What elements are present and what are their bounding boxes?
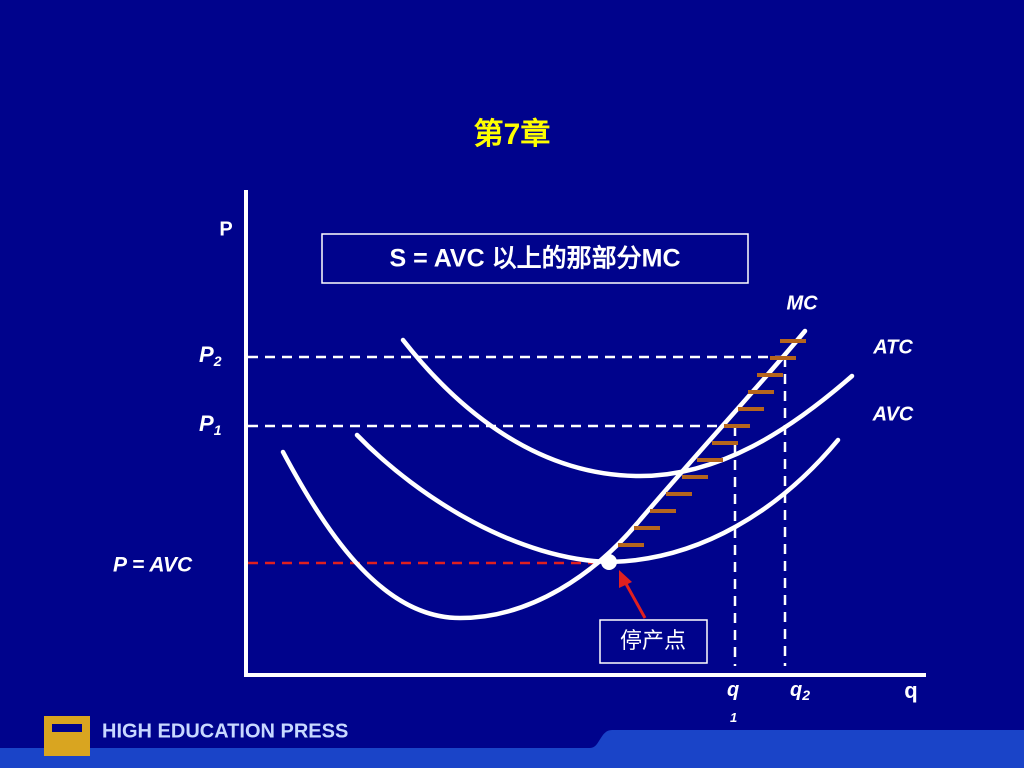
p2-main: P (199, 342, 214, 367)
q2-label: q2 (790, 679, 810, 702)
arrow-shaft (623, 581, 647, 619)
p1-sub: 1 (214, 422, 222, 438)
footer-band (0, 730, 1024, 768)
note-box (321, 233, 749, 284)
q1-main: q (727, 679, 739, 701)
mc-curve (280, 328, 808, 621)
title: 第7章 (474, 117, 551, 151)
shutdown-label: 停产点 (620, 628, 686, 653)
publisher: HIGH EDUCATION PRESS (102, 720, 348, 742)
atc-curve (400, 337, 855, 479)
q2-sub: 2 (801, 687, 810, 703)
p-avc-label: P = AVC (113, 554, 193, 577)
shutdown-box (599, 619, 708, 664)
p2-label: P2 (199, 342, 222, 369)
q2-main: q (790, 679, 802, 701)
shutdown-point (601, 554, 617, 570)
p2-sub: 2 (213, 353, 222, 369)
logo-detail (52, 724, 82, 732)
q1-sub: 1 (730, 710, 737, 725)
arrow-head (619, 570, 632, 588)
supply-markers (618, 339, 806, 547)
mc-label: MC (786, 292, 818, 314)
p1-main: P (199, 411, 214, 436)
avc-label: AVC (872, 403, 914, 425)
p1-label: P1 (199, 411, 222, 438)
y-axis-label: P (219, 218, 232, 240)
x-axis-label: q (904, 678, 917, 703)
note: S = AVC 以上的那部分MC (390, 244, 681, 273)
atc-label: ATC (872, 336, 913, 358)
logo (44, 716, 90, 756)
